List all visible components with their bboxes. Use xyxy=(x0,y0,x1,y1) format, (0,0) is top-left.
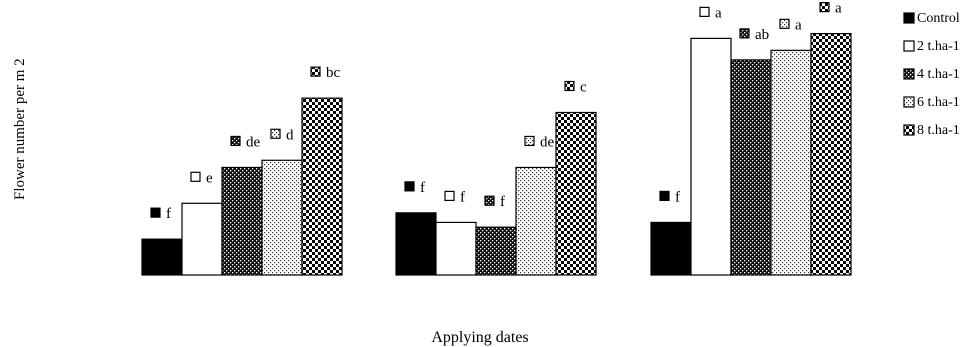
legend-swatch-2 xyxy=(903,40,915,52)
legend-swatch-5 xyxy=(903,124,915,136)
bar-3-group-3 xyxy=(730,59,772,276)
sig-letter-4-group-1: d xyxy=(286,127,294,143)
bar-1-group-3 xyxy=(650,221,692,276)
legend-label-2: 2 t.ha-1 xyxy=(917,39,960,54)
significance-markers xyxy=(150,2,830,218)
legend-swatch-1 xyxy=(903,12,915,24)
bar-2-group-1 xyxy=(181,202,223,276)
bar-5-group-3 xyxy=(810,33,852,276)
marker-4-group-2 xyxy=(524,135,535,147)
sig-letter-5-group-2: c xyxy=(580,79,587,95)
marker-2-group-3 xyxy=(699,6,710,17)
sig-letter-3-group-1: de xyxy=(246,134,261,150)
bar-1-group-1 xyxy=(141,238,183,276)
marker-2-group-2 xyxy=(444,190,455,202)
marker-5-group-1 xyxy=(310,66,321,77)
sig-letter-1-group-1: f xyxy=(166,206,171,222)
legend-label-4: 6 t.ha-1 xyxy=(917,95,960,110)
bar-2-group-3 xyxy=(690,37,732,276)
bar-3-group-2 xyxy=(475,226,517,276)
bar-1-group-2 xyxy=(395,212,437,276)
legend: Control 2 t.ha-1 4 t.ha-1 6 t.ha-1 8 t.ha-1 xyxy=(903,11,960,138)
sig-letter-3-group-2: f xyxy=(500,194,505,210)
marker-3-group-3 xyxy=(739,28,750,39)
marker-3-group-2 xyxy=(484,195,495,206)
sig-letter-2-group-1: e xyxy=(206,170,213,186)
significance-letters: f f f e f a de f ab d de a bc c a xyxy=(166,1,842,223)
marker-5-group-3 xyxy=(819,2,830,13)
marker-1-group-2 xyxy=(404,181,415,192)
sig-letter-5-group-1: bc xyxy=(326,65,341,81)
legend-label-1: Control xyxy=(917,11,960,26)
bar-5-group-2 xyxy=(555,111,597,276)
legend-swatch-4 xyxy=(903,96,915,108)
marker-4-group-3 xyxy=(779,18,790,29)
bar-4-group-1 xyxy=(261,159,303,276)
marker-3-group-1 xyxy=(230,135,241,147)
sig-letter-3-group-3: ab xyxy=(755,27,769,43)
marker-5-group-2 xyxy=(564,80,575,92)
sig-letter-4-group-2: de xyxy=(540,134,555,150)
bar-4-group-2 xyxy=(515,166,557,276)
marker-2-group-1 xyxy=(190,171,201,182)
sig-letter-2-group-3: a xyxy=(715,5,722,21)
legend-swatch-3 xyxy=(903,68,915,80)
sig-letter-1-group-2: f xyxy=(420,180,425,196)
marker-1-group-1 xyxy=(150,207,161,218)
bar-4-group-3 xyxy=(770,49,812,276)
marker-4-group-1 xyxy=(270,128,281,139)
sig-letter-1-group-3: f xyxy=(675,189,680,205)
sig-letter-4-group-3: a xyxy=(795,17,802,33)
sig-letter-2-group-2: f xyxy=(460,189,465,205)
legend-label-5: 8 t.ha-1 xyxy=(917,123,960,138)
y-axis-label: Flower number per m 2 xyxy=(12,58,28,200)
bar-2-group-2 xyxy=(435,221,477,276)
bars-layer xyxy=(141,33,852,276)
sig-letter-5-group-3: a xyxy=(835,1,842,17)
bar-5-group-1 xyxy=(301,97,343,276)
bar-3-group-1 xyxy=(221,166,263,276)
marker-1-group-3 xyxy=(659,190,670,202)
x-axis-label: Applying dates xyxy=(431,329,528,346)
legend-label-3: 4 t.ha-1 xyxy=(917,67,960,82)
